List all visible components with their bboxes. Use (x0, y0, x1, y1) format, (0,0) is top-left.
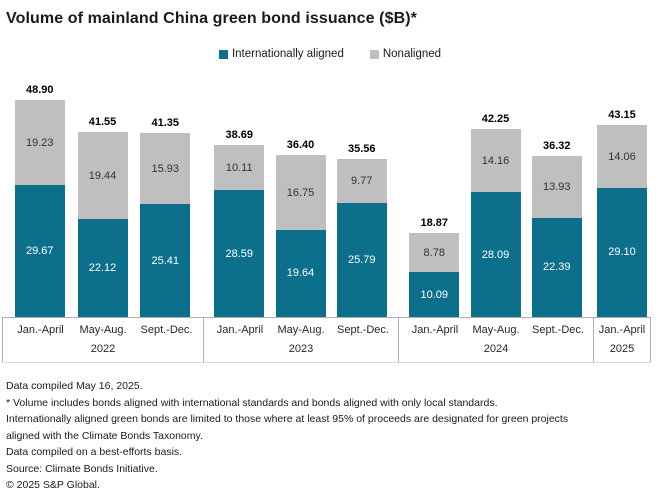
footnote-line: © 2025 S&P Global. (6, 479, 100, 491)
bar-segment-nonaligned: 19.44 (77, 132, 128, 219)
bar-group-2022: 48.90 19.23 29.67 41.55 19.44 22.12 41.35 15.93… (2, 83, 203, 317)
footnote-line: Internationally aligned green bonds are … (6, 413, 569, 425)
bar-total-label: 36.32 (542, 139, 571, 152)
bar-stack: 42.25 14.16 28.09 (470, 113, 521, 317)
bar-segment-nonaligned: 19.23 (14, 99, 65, 186)
footnote-line: aligned with the Climate Bonds Taxonomy. (6, 429, 203, 442)
axis-year-label: 2025 (609, 343, 635, 355)
bar-segment-internationally-aligned: 22.12 (77, 218, 128, 317)
bar-group-2025: 43.15 14.06 29.10 (593, 85, 651, 317)
legend-item-internationally-aligned: Internationally aligned (218, 48, 344, 60)
bar-total-label: 36.40 (286, 139, 315, 152)
bar-stack: 41.35 15.93 25.41 (140, 117, 191, 317)
axis-period-row: Jan.-April May-Aug. Sept.-Dec. (399, 318, 593, 336)
legend-swatch-icon (218, 49, 228, 59)
footnotes: Data compiled May 16, 2025. * Volume incl… (6, 378, 654, 494)
bar-stack: 18.87 8.78 10.09 (409, 217, 460, 317)
bar-segment-nonaligned: 9.77 (336, 159, 387, 203)
bar-total-label: 41.35 (151, 117, 180, 130)
legend: Internationally aligned Nonaligned (0, 48, 660, 60)
x-axis: Jan.-April May-Aug. Sept.-Dec. 2022 Jan.-Apr… (2, 317, 651, 363)
bar-stack: 43.15 14.06 29.10 (597, 109, 647, 317)
bar-stack: 48.90 19.23 29.67 (14, 83, 65, 317)
bar-stack: 36.40 16.75 19.64 (275, 139, 326, 317)
axis-year-label: 2023 (288, 343, 314, 355)
bar-group-2023: 38.69 10.11 28.59 36.40 16.75 19.64 35.56 9.77 2… (203, 85, 398, 317)
bar-group-2024: 18.87 8.78 10.09 42.25 14.16 28.09 36.32 13.93 2… (398, 85, 593, 317)
axis-group-2025: Jan.-April 2025 (593, 318, 651, 362)
legend-label: Internationally aligned (231, 48, 344, 60)
bar-segment-nonaligned: 16.75 (275, 155, 326, 230)
axis-group-2023: Jan.-April May-Aug. Sept.-Dec. 2023 (203, 318, 398, 362)
bar-segment-nonaligned: 14.06 (597, 125, 647, 188)
bar-total-label: 41.55 (88, 116, 117, 129)
footnote-line: Data compiled on a best-efforts basis. (6, 446, 183, 458)
bar-stack: 35.56 9.77 25.79 (336, 143, 387, 317)
bar-segment-internationally-aligned: 22.39 (531, 217, 582, 317)
axis-period-label: May-Aug. (472, 324, 520, 336)
bar-stack: 41.55 19.44 22.12 (77, 116, 128, 317)
bar-segment-nonaligned: 13.93 (531, 155, 582, 218)
bar-total-label: 42.25 (481, 113, 510, 126)
bar-stack: 36.32 13.93 22.39 (531, 139, 582, 317)
bar-segment-internationally-aligned: 25.79 (336, 202, 387, 317)
axis-period-label: May-Aug. (277, 324, 325, 336)
bar-segment-internationally-aligned: 29.67 (14, 185, 65, 317)
bar-segment-internationally-aligned: 28.09 (470, 192, 521, 317)
axis-year-label: 2024 (483, 343, 509, 355)
bar-total-label: 18.87 (420, 217, 449, 230)
bar-stack: 38.69 10.11 28.59 (214, 129, 265, 317)
axis-period-label: Sept.-Dec. (337, 324, 389, 336)
bar-total-label: 48.90 (25, 83, 54, 96)
axis-period-row: Jan.-April May-Aug. Sept.-Dec. (3, 318, 203, 336)
axis-group-2024: Jan.-April May-Aug. Sept.-Dec. 2024 (398, 318, 593, 362)
axis-year-label: 2022 (90, 343, 116, 355)
axis-period-label: Jan.-April (216, 324, 264, 336)
bar-chart-plot-area: 48.90 19.23 29.67 41.55 19.44 22.12 41.35 15.93… (2, 83, 651, 317)
footnote-line: * Volume includes bonds aligned with int… (6, 396, 498, 409)
axis-period-row: Jan.-April (594, 318, 650, 336)
bar-segment-internationally-aligned: 19.64 (275, 229, 326, 317)
legend-label: Nonaligned (382, 48, 442, 60)
bar-segment-nonaligned: 14.16 (470, 129, 521, 193)
bar-segment-internationally-aligned: 28.59 (214, 190, 265, 317)
axis-period-label: Jan.-April (17, 324, 64, 336)
bar-segment-internationally-aligned: 29.10 (597, 187, 647, 317)
bar-total-label: 43.15 (608, 109, 636, 122)
axis-group-2022: Jan.-April May-Aug. Sept.-Dec. 2022 (2, 318, 203, 362)
legend-item-nonaligned: Nonaligned (369, 48, 442, 60)
footnote-line: Data compiled May 16, 2025. (6, 380, 143, 392)
axis-period-label: May-Aug. (79, 324, 127, 336)
footnote-line: Source: Climate Bonds Initiative. (6, 462, 158, 475)
bar-total-label: 38.69 (225, 129, 254, 142)
axis-period-row: Jan.-April May-Aug. Sept.-Dec. (204, 318, 398, 336)
bar-segment-internationally-aligned: 10.09 (409, 272, 460, 317)
bar-segment-internationally-aligned: 25.41 (140, 204, 191, 317)
bar-segment-nonaligned: 15.93 (140, 133, 191, 205)
axis-period-label: Sept.-Dec. (140, 324, 193, 336)
bar-segment-nonaligned: 8.78 (409, 233, 460, 273)
legend-swatch-icon (369, 49, 379, 59)
bar-segment-nonaligned: 10.11 (214, 145, 265, 191)
axis-period-label: Sept.-Dec. (532, 324, 584, 336)
axis-period-label: Jan.-April (598, 324, 646, 336)
bar-total-label: 35.56 (347, 143, 376, 156)
axis-period-label: Jan.-April (411, 324, 459, 336)
chart-title: Volume of mainland China green bond issu… (6, 10, 417, 27)
